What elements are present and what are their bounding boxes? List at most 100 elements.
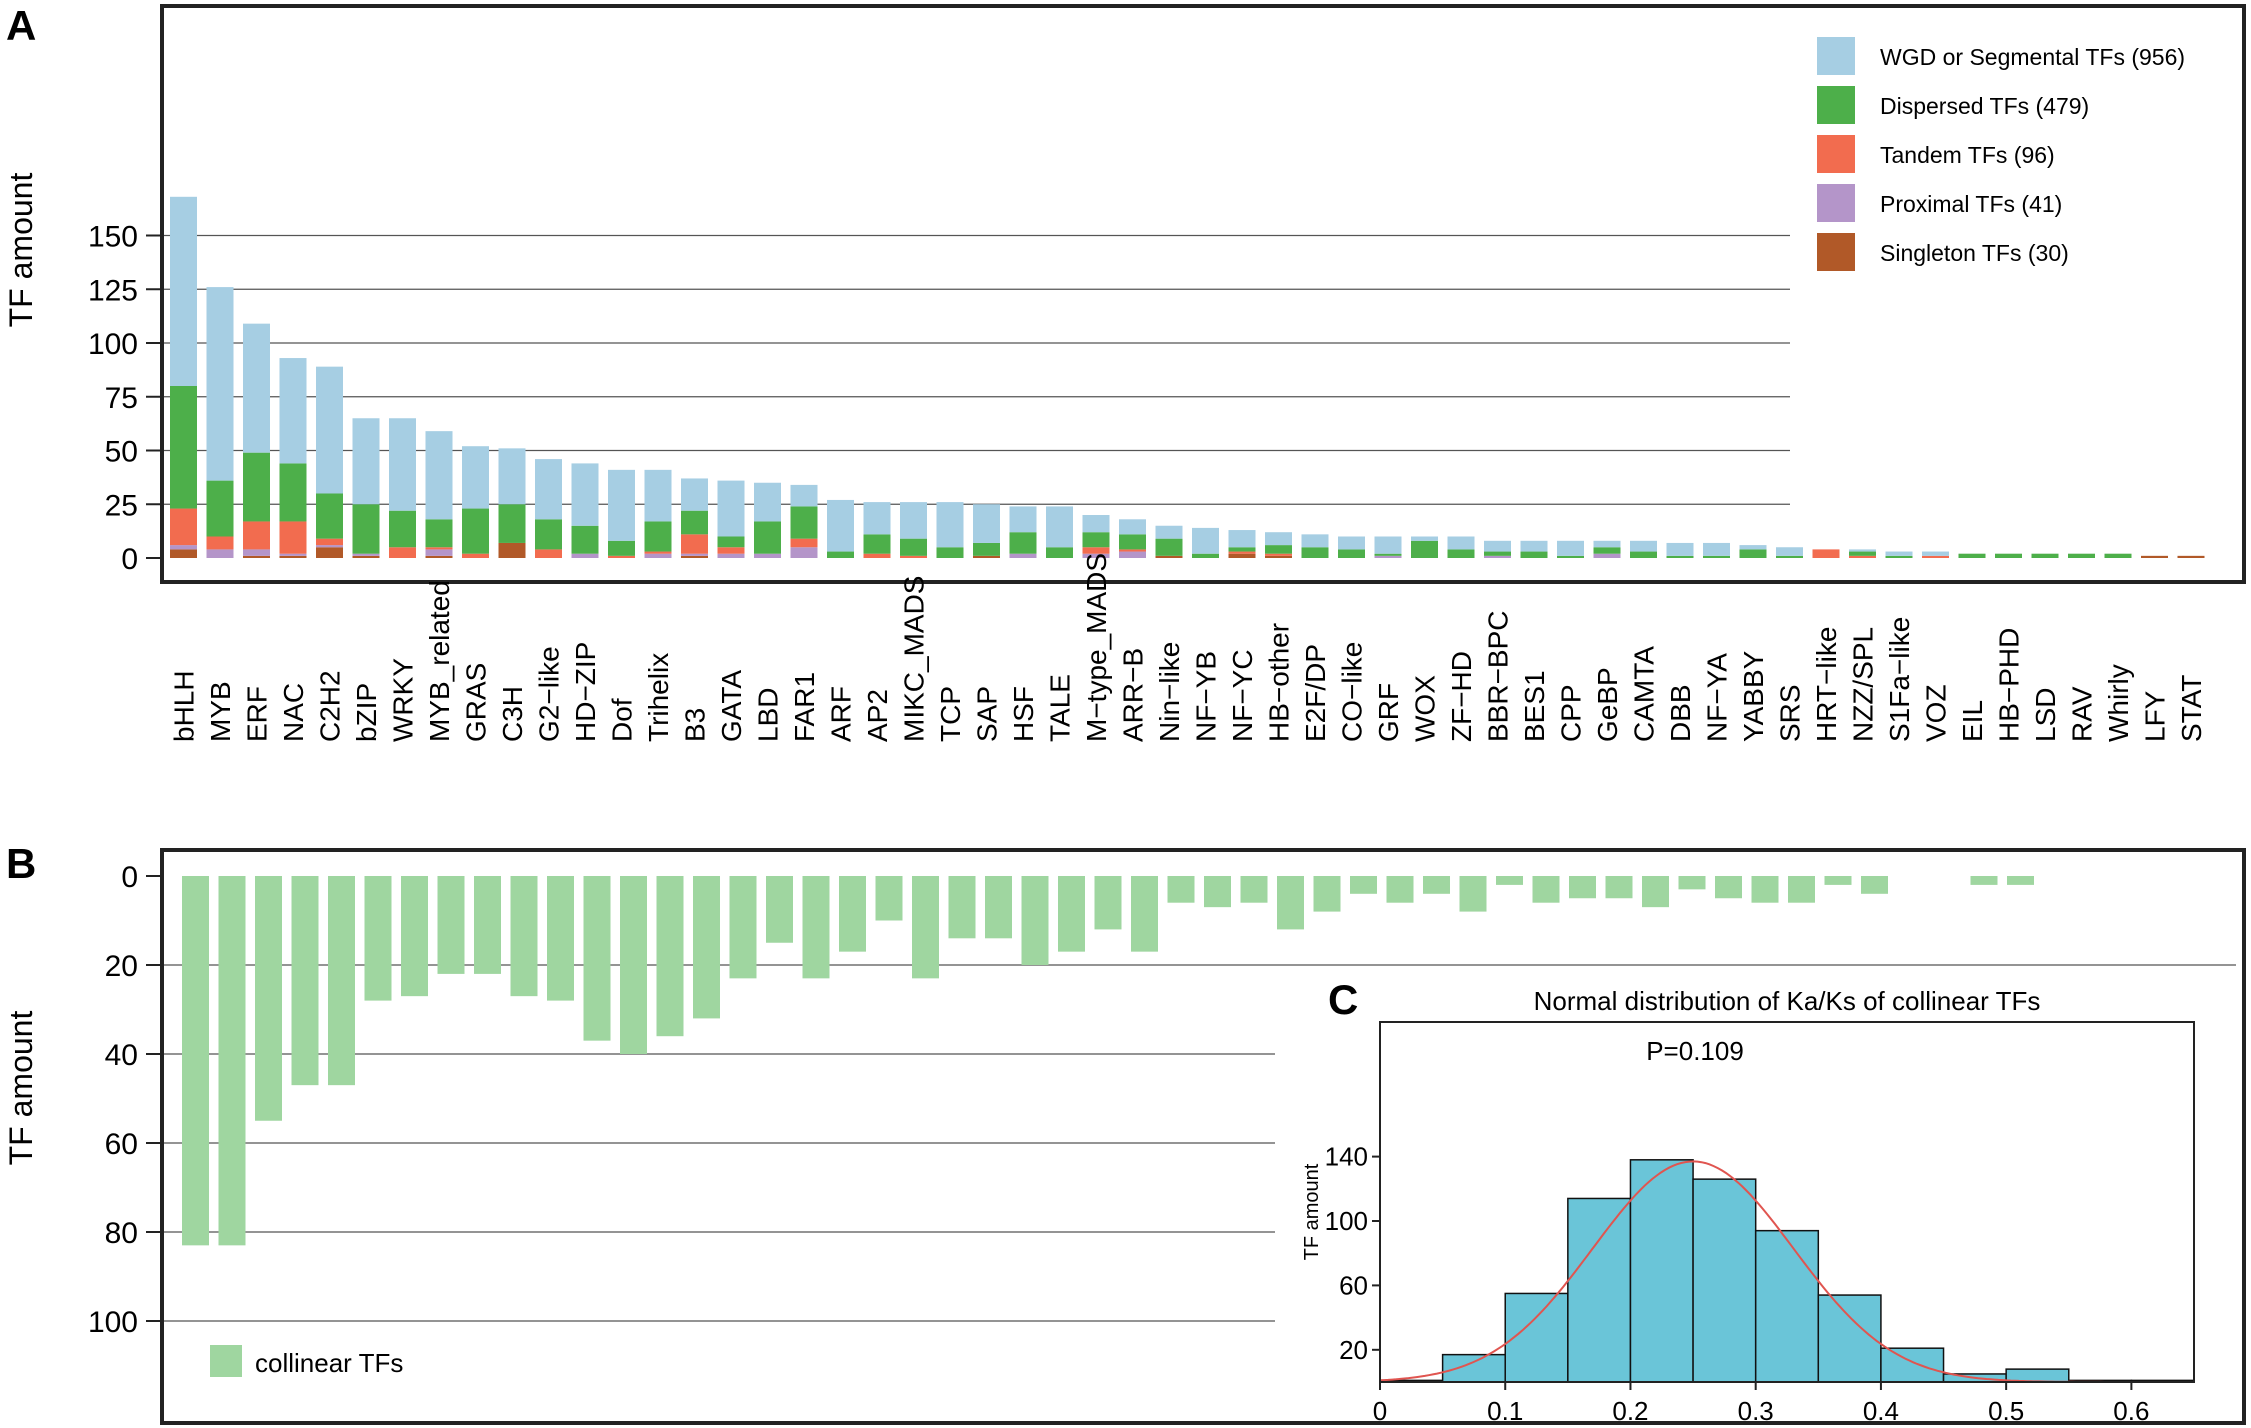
panel-a-x-tick-label: LSD (2030, 688, 2061, 742)
panel-b-bar (1605, 876, 1633, 899)
panel-a-bar-wgd (389, 418, 416, 511)
panel-a-bar-dispersed (316, 493, 343, 539)
panel-a-bar-singleton (1228, 553, 1256, 558)
panel-a-x-tick-label: SRS (1775, 684, 1806, 742)
panel-a-x-tick-label: FAR1 (789, 672, 820, 742)
panel-a-bar-tandem (1119, 549, 1146, 552)
panel-a-x-tick-label: CO−like (1337, 642, 1368, 742)
panel-a-bar-wgd (571, 463, 599, 526)
panel-b-bar (1970, 876, 1998, 885)
panel-a-bar-dispersed (1082, 532, 1110, 548)
panel-a-bar-wgd (1849, 549, 1876, 552)
panel-a-x-tick-label: C2H2 (315, 670, 346, 742)
panel-b-bar (1277, 876, 1304, 930)
panel-a-bar-tandem (462, 553, 489, 558)
panel-label-b: B (6, 840, 36, 887)
panel-a-y-tick-label: 100 (88, 328, 138, 361)
panel-a-x-axis-labels: bHLH MYB ERF NAC C2H2 bZIP WRKY MYB_related GRAS… (169, 553, 2208, 742)
panel-a-bar-wgd (170, 196, 197, 386)
panel-a-x-tick-label: YABBY (1738, 650, 1769, 742)
panel-a-bar-wgd (790, 484, 818, 507)
panel-a-bar-wgd (1739, 545, 1767, 550)
panel-c-bin (1629, 1159, 1694, 1383)
panel-a-bar-dispersed (936, 547, 964, 558)
panel-b-bar (985, 876, 1012, 939)
panel-a-x-tick-label: ZF−HD (1446, 651, 1477, 742)
panel-c-bin (1567, 1197, 1632, 1383)
panel-a-bar-dispersed (1155, 538, 1183, 556)
panel-a-bar-dispersed (681, 510, 708, 535)
panel-b-bar (474, 876, 501, 974)
panel-a-bar-wgd (535, 459, 562, 520)
panel-a-bars (170, 196, 2205, 558)
panel-a-x-tick-label: AP2 (862, 689, 893, 742)
panel-a-x-tick-label: MIKC_MADS (899, 576, 930, 742)
panel-a-bar-dispersed (754, 521, 781, 554)
panel-a-x-tick-label: ERF (242, 686, 273, 742)
panel-a-x-tick-label: Whirly (2103, 664, 2134, 742)
panel-a-bar-tandem (170, 508, 197, 546)
panel-a-bar-wgd (243, 323, 270, 453)
panel-c-bin (1692, 1178, 1757, 1383)
panel-b-bar (1788, 876, 1815, 903)
panel-a-bar-wgd (316, 366, 343, 494)
panel-b-y-axis-label: TF amount (3, 1011, 39, 1166)
panel-a-bar-proximal (754, 553, 781, 558)
panel-a-bar-singleton (2141, 555, 2168, 558)
panel-a-bar-dispersed (1338, 549, 1365, 558)
panel-a-bar-proximal (206, 549, 234, 558)
panel-a-bar-dispersed (279, 463, 307, 522)
panel-a-bar-dispersed (2104, 553, 2132, 558)
panel-a-bar-wgd (827, 499, 854, 552)
panel-a-bar-wgd (608, 469, 635, 541)
panel-a-legend-label-tandem: Tandem TFs (96) (1880, 142, 2055, 168)
panel-a-bar-dispersed (1520, 551, 1548, 558)
panel-b-bar (1715, 876, 1742, 899)
panel-a-legend-label-singleton: Singleton TFs (30) (1880, 240, 2069, 266)
panel-a-legend: WGD or Segmental TFs (956) Dispersed TFs … (1817, 37, 2185, 271)
panel-a-bar-wgd (1630, 540, 1657, 552)
panel-b-collinear-bar-chart: 0 20 40 60 80 100 TF amount collinear TFs (3, 848, 2246, 1425)
panel-c-x-tick-label: 0.4 (1863, 1396, 1899, 1426)
panel-a-bar-tandem (1849, 555, 1876, 558)
panel-a-bar-proximal (1374, 555, 1402, 558)
panel-a-bar-proximal (571, 553, 599, 558)
panel-a-bar-wgd (754, 482, 781, 522)
panel-a-x-tick-label: MYB_related (424, 580, 455, 742)
panel-b-bar (1240, 876, 1268, 903)
panel-a-x-tick-label: NAC (278, 683, 309, 742)
panel-b-bar (547, 876, 574, 1001)
panel-a-bar-proximal (170, 545, 197, 550)
panel-c-x-tick-label: 0.3 (1738, 1396, 1774, 1426)
panel-b-bar (1423, 876, 1450, 894)
panel-b-bar (1496, 876, 1523, 885)
panel-b-bar (218, 876, 246, 1246)
panel-a-bar-wgd (936, 502, 964, 548)
panel-a-bar-dispersed (498, 504, 526, 543)
panel-b-bar (1058, 876, 1085, 952)
panel-c-histogram-bars (1379, 1159, 2195, 1383)
panel-a-x-tick-label: Trihelix (643, 653, 674, 742)
panel-b-bar (1131, 876, 1158, 952)
panel-b-bar (1569, 876, 1596, 899)
panel-a-x-tick-label: VOZ (1921, 684, 1952, 742)
panel-c-y-tick-label: 140 (1325, 1142, 1368, 1172)
panel-c-x-tick-label: 0.1 (1487, 1396, 1523, 1426)
panel-a-bar-tandem (644, 551, 672, 554)
panel-a-x-tick-label: bZIP (351, 683, 382, 742)
panel-a-bar-dispersed (790, 506, 818, 539)
panel-a-bar-tandem (1812, 549, 1840, 558)
panel-c-bin (1880, 1347, 1945, 1383)
panel-a-bar-tandem (1228, 551, 1256, 554)
panel-a-bar-wgd (1009, 506, 1037, 533)
panel-a-bar-wgd (1301, 534, 1329, 548)
panel-c-x-tick-label: 0.2 (1612, 1396, 1648, 1426)
panel-a-bar-proximal (644, 553, 672, 558)
panel-a-y-tick-label: 0 (121, 543, 138, 576)
panel-a-bar-dispersed (170, 386, 197, 509)
panel-b-bar (1021, 876, 1049, 965)
panel-a-bar-wgd (1557, 540, 1584, 556)
panel-a-y-tick-label: 50 (105, 436, 138, 469)
panel-a-bar-proximal (352, 553, 380, 556)
panel-c-bin (1754, 1229, 1820, 1383)
